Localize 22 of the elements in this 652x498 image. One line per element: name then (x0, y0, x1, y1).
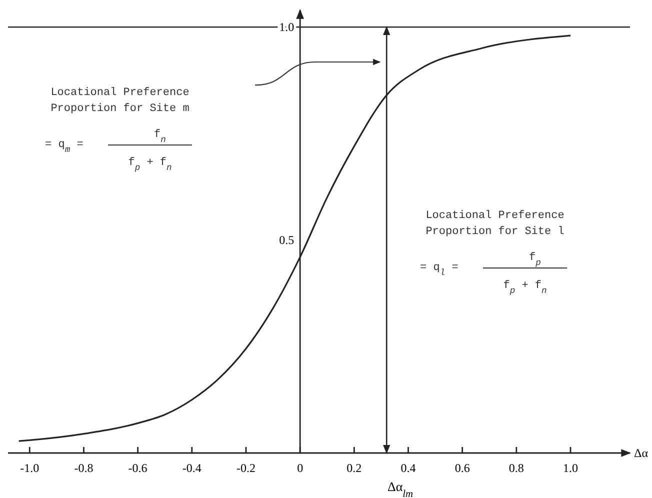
text: Δα (634, 446, 649, 460)
x-tick-label: -1.0 (20, 461, 40, 475)
x-tick-label: -0.6 (128, 461, 148, 475)
x-tick-label: -0.8 (74, 461, 94, 475)
x-tick-label: -0.2 (236, 461, 256, 475)
x-tick-label: 0.4 (400, 461, 416, 475)
annotation: f$_{p}$ + f$_{n}$ (128, 157, 172, 173)
x-tick-label: 1.0 (563, 461, 578, 475)
x-tick-label: -0.4 (182, 461, 202, 475)
x-tick-label: 0.6 (454, 461, 470, 475)
annotation: Locational Preference Proportion for Site m (50, 87, 190, 115)
x-tick-label: 0 (297, 461, 304, 475)
annotation: = q$_{m}$ = (45, 139, 84, 155)
y-tick-label: 0.5 (279, 233, 294, 248)
annotation: = q$_{l}$ = (420, 262, 458, 278)
x-axis-title: Δα$_{lm}$ (387, 479, 414, 498)
annotation: f$_{p}$ + f$_{n}$ (503, 280, 547, 296)
annotation: f$_{n}$ (154, 129, 166, 145)
annotation: f$_{p}$ (529, 252, 541, 268)
x-tick-label: 0.8 (508, 461, 524, 475)
x-tick-label: 0.2 (346, 461, 362, 475)
annotation: Locational Preference Proportion for Site l (426, 210, 564, 238)
